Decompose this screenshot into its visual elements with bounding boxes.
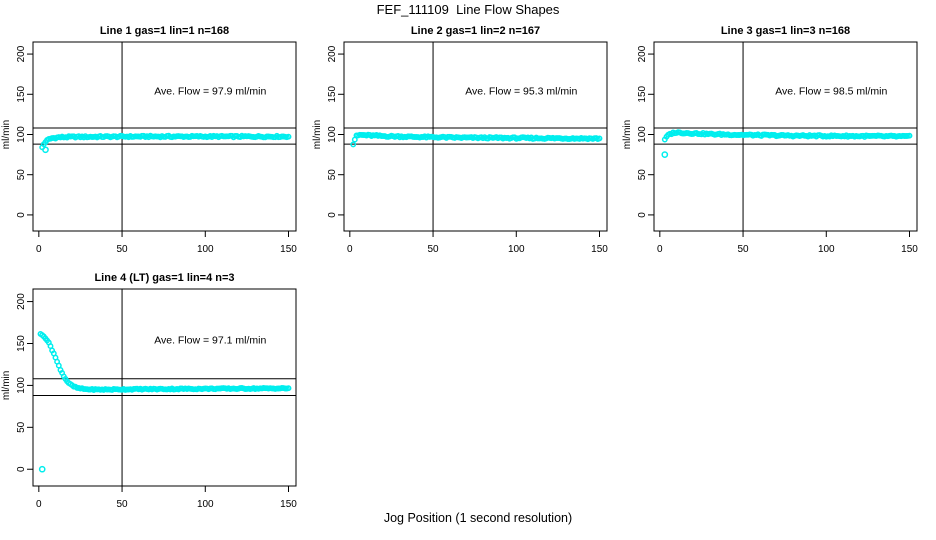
x-tick-label: 100 [818,244,835,255]
x-tick-label: 50 [116,244,128,255]
y-tick-label: 150 [327,85,338,102]
plot-box [653,41,918,232]
y-tick-label: 100 [637,126,648,143]
panel-2: Line 2 gas=1 lin=2 n=167 0 50 100 150 0 50 100 1… [312,25,608,255]
y-axis-label: ml/min [1,120,12,149]
y-axis-label: ml/min [312,120,323,149]
y-tick-label: 50 [327,169,338,181]
x-tick-label: 100 [197,244,214,255]
y-tick-label: 100 [16,377,27,394]
x-tick-label: 100 [508,244,525,255]
panel-title: Line 3 gas=1 lin=3 n=168 [721,25,850,37]
outlier-point [42,146,49,154]
x-tick-label: 50 [737,244,749,255]
y-axis-label: ml/min [622,120,633,149]
x-tick-label: 100 [197,499,214,510]
data-points [39,132,292,154]
y-tick-label: 0 [637,212,648,218]
data-point [350,141,357,148]
x-tick-label: 150 [591,244,608,255]
plot-box [32,288,297,487]
panel-title: Line 1 gas=1 lin=1 n=168 [100,25,229,37]
panel-title: Line 2 gas=1 lin=2 n=167 [411,25,540,37]
x-tick-label: 0 [36,499,42,510]
y-tick-label: 200 [16,293,27,310]
data-point [285,133,292,140]
y-tick-label: 150 [16,85,27,102]
x-tick-label: 50 [427,244,439,255]
panel-1: Line 1 gas=1 lin=1 n=168 0 50 100 150 0 50 100 1… [1,25,297,255]
y-tick-label: 50 [16,169,27,181]
y-tick-label: 50 [637,169,648,181]
y-tick-label: 200 [637,45,648,62]
outlier-point [661,151,669,158]
data-point [285,385,292,392]
panel-title: Line 4 (LT) gas=1 lin=4 n=3 [94,272,234,284]
y-tick-label: 0 [16,466,27,472]
y-tick-label: 0 [16,212,27,218]
y-tick-label: 200 [16,45,27,62]
x-tick-label: 150 [901,244,918,255]
plot-box [343,41,608,232]
data-points [37,330,292,473]
y-axis-label: ml/min [1,371,12,400]
x-tick-label: 50 [116,499,128,510]
y-tick-label: 150 [16,335,27,352]
data-point [906,132,913,139]
x-tick-label: 0 [657,244,663,255]
x-axis-label: Jog Position (1 second resolution) [383,511,573,525]
y-tick-label: 100 [16,126,27,143]
x-tick-label: 0 [347,244,353,255]
y-tick-label: 100 [327,126,338,143]
ave-flow-annotation: Ave. Flow = 97.1 ml/min [154,334,266,346]
panel-3: Line 3 gas=1 lin=3 n=168 0 50 100 150 0 50 100 1… [622,25,918,255]
y-tick-label: 50 [16,421,27,433]
ave-flow-annotation: Ave. Flow = 97.9 ml/min [154,85,266,97]
figure-title: FEF_111109 Line Flow Shapes [376,2,560,17]
y-tick-label: 200 [327,45,338,62]
outlier-point [38,465,46,473]
x-tick-label: 0 [36,244,42,255]
data-points [661,129,913,158]
x-tick-label: 150 [280,499,297,510]
y-tick-label: 150 [637,85,648,102]
data-points [350,131,603,148]
x-tick-label: 150 [280,244,297,255]
data-point [596,135,603,142]
ave-flow-annotation: Ave. Flow = 98.5 ml/min [775,85,887,97]
ave-flow-annotation: Ave. Flow = 95.3 ml/min [465,85,577,97]
y-tick-label: 0 [327,212,338,218]
panel-4: Line 4 (LT) gas=1 lin=4 n=3 0 50 100 150 0 50 1… [1,272,297,510]
plot-box [32,41,297,232]
